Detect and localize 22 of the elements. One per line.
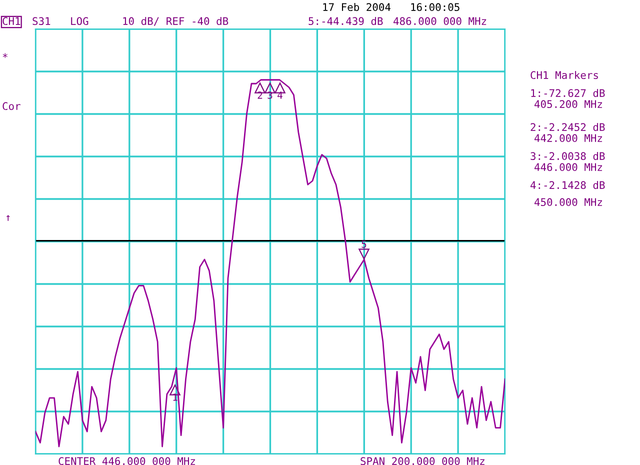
text: 16:00:05 (411, 3, 460, 12)
text: 1:-72.627 dB (531, 88, 605, 98)
text: 4:-2.1428 dB (530, 180, 605, 190)
text: S31 (32, 17, 50, 26)
text: 3:-2.0038 dB (530, 152, 605, 160)
text: 486.000 000 MHz (394, 17, 486, 26)
text: SPAN 200.000 000 MHz (360, 457, 484, 465)
text: 446.000 MHz (534, 163, 602, 172)
text: 450.000 MHz (534, 198, 602, 206)
text: ↑ (6, 215, 10, 221)
text: CH1 (2, 17, 20, 26)
text: 442.000 MHz (534, 134, 602, 142)
text: 405.200 MHz (534, 100, 602, 108)
text: LOG (71, 17, 88, 26)
text: 10 dB/ REF -40 dB (123, 16, 228, 26)
text: Cor (2, 102, 20, 110)
text: 17 Feb 2004 (323, 2, 390, 12)
text: 5:-44.439 dB (308, 16, 383, 26)
text: CENTER 446.000 000 MHz (58, 457, 195, 465)
text: 2:-2.2452 dB (530, 122, 605, 132)
text: * (2, 53, 8, 58)
text: CH1 Markers (530, 70, 598, 80)
